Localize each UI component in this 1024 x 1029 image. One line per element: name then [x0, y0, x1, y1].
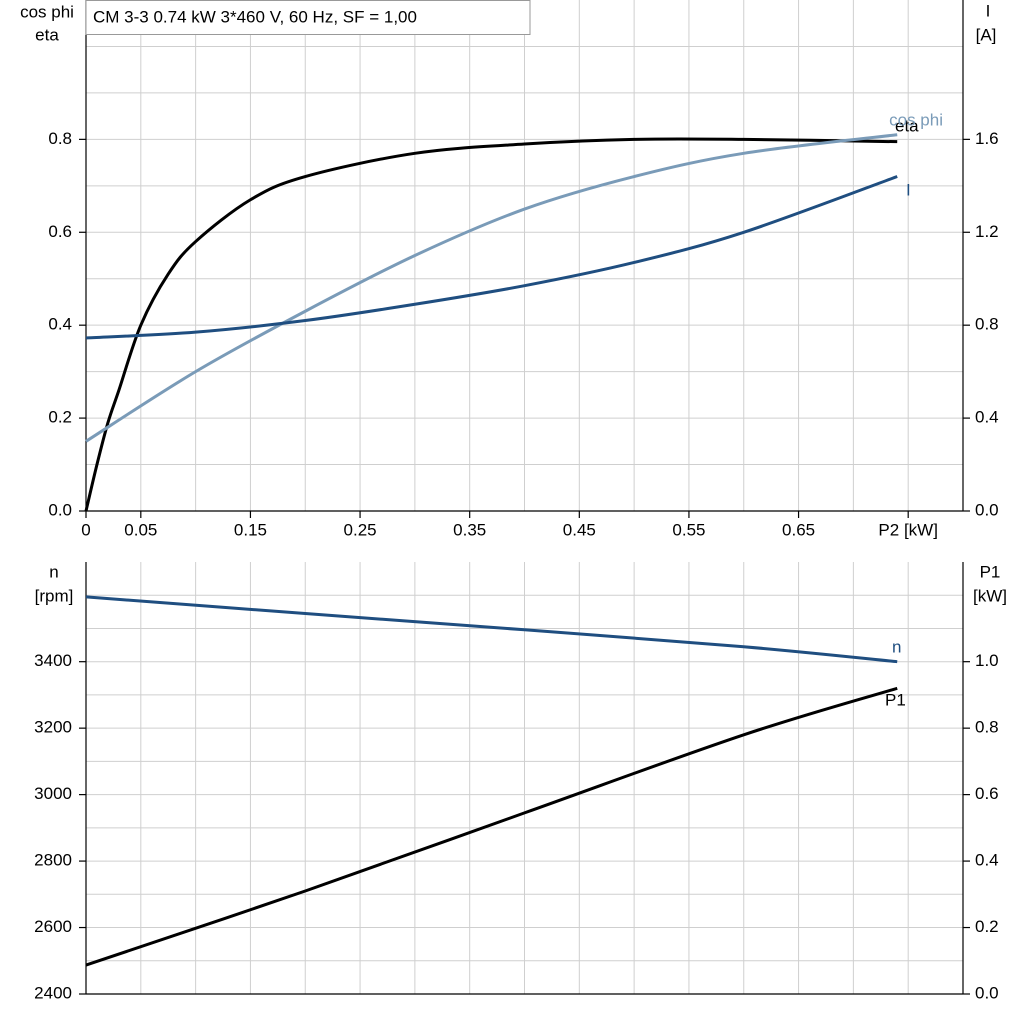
y2-axis-label: P1 [980, 562, 1001, 581]
series-line [85, 686, 898, 967]
y-tick-label: 0.8 [48, 129, 72, 148]
y-tick-label: 0.0 [48, 500, 72, 519]
y2-tick-label: 0.4 [975, 851, 999, 870]
series-label: eta [895, 116, 919, 135]
series-label: P1 [885, 690, 906, 709]
y2-tick-label: 0.6 [975, 784, 999, 803]
y-tick-label: 3400 [34, 651, 72, 670]
y2-tick-label: 0.0 [975, 983, 999, 1002]
x-tick-label: 0.55 [672, 520, 705, 539]
y2-tick-label: 1.2 [975, 222, 999, 241]
y2-tick-label: 0.8 [975, 315, 999, 334]
series-label: cos phi [889, 110, 943, 129]
y-axis-label: n [49, 562, 58, 581]
title-box [85, 0, 531, 35]
series-line [85, 175, 898, 340]
y2-tick-label: 0.8 [975, 718, 999, 737]
y-tick-label: 3200 [34, 718, 72, 737]
y-tick-label: 2400 [34, 983, 72, 1002]
y-tick-label: 2600 [34, 917, 72, 936]
series-label: n [892, 637, 901, 656]
y-tick-label: 3000 [34, 784, 72, 803]
series-line [84, 137, 898, 512]
series-line [85, 595, 898, 664]
x-tick-label: 0.15 [234, 520, 267, 539]
y2-tick-label: 1.0 [975, 651, 999, 670]
y2-tick-label: 0.2 [975, 917, 999, 936]
y2-tick-label: 0.0 [975, 500, 999, 519]
y-axis-label: eta [35, 25, 59, 44]
y-axis-label: cos phi [20, 2, 74, 21]
x-tick-label: 0.65 [782, 520, 815, 539]
y2-axis-label: I [986, 1, 991, 20]
y-tick-label: 0.2 [48, 408, 72, 427]
y-axis-label: [rpm] [35, 586, 74, 605]
y-tick-label: 0.6 [48, 222, 72, 241]
y-tick-label: 0.4 [48, 315, 72, 334]
y2-tick-label: 1.6 [975, 129, 999, 148]
x-tick-label: 0.05 [124, 520, 157, 539]
x-tick-label: 0.35 [453, 520, 486, 539]
y-tick-label: 2800 [34, 851, 72, 870]
series-label: I [906, 180, 911, 199]
x-tick-label: 0.45 [563, 520, 596, 539]
y2-axis-label: [kW] [973, 586, 1007, 605]
y2-axis-label: [A] [976, 25, 997, 44]
x-tick-label: 0 [81, 520, 90, 539]
series-line [85, 133, 898, 443]
x-tick-label: 0.25 [344, 520, 377, 539]
y2-tick-label: 0.4 [975, 408, 999, 427]
x-tick-label: P2 [kW] [878, 520, 938, 539]
chart-title: CM 3-3 0.74 kW 3*460 V, 60 Hz, SF = 1,00 [93, 7, 417, 26]
